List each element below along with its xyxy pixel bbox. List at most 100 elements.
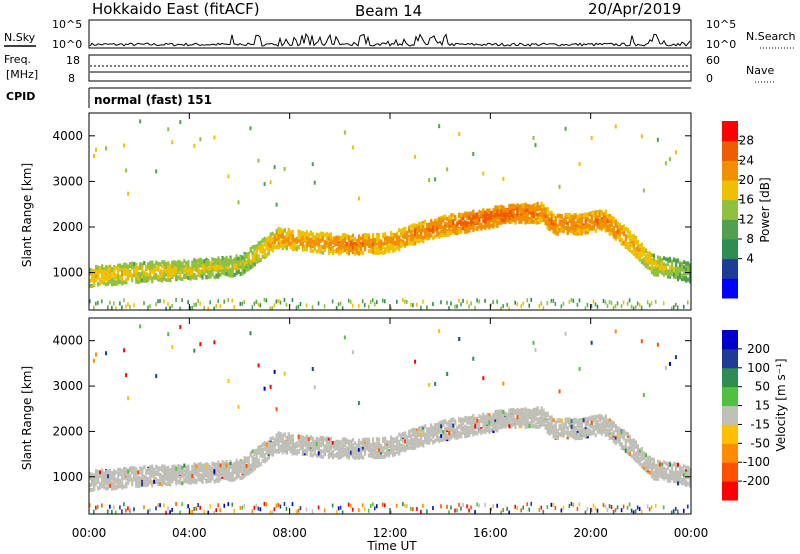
power-cell bbox=[590, 225, 593, 230]
power-cell bbox=[365, 240, 369, 245]
power-cell bbox=[566, 221, 569, 226]
power-cell bbox=[576, 218, 579, 223]
velocity-cell bbox=[141, 482, 144, 487]
velocity-cell bbox=[273, 442, 276, 447]
velocity-cell bbox=[309, 436, 312, 441]
velocity-cell bbox=[171, 345, 174, 350]
velocity-cell bbox=[379, 454, 383, 459]
velocity-cell bbox=[387, 444, 391, 449]
power-cell bbox=[454, 304, 456, 309]
velocity-cell bbox=[383, 445, 387, 450]
velocity-cell bbox=[113, 479, 116, 484]
power-cell bbox=[135, 268, 138, 273]
power-cell bbox=[193, 273, 196, 278]
velocity-cell bbox=[115, 510, 117, 515]
power-cell bbox=[115, 281, 118, 286]
power-cell bbox=[169, 277, 172, 282]
power-cell bbox=[177, 275, 180, 280]
power-cell bbox=[345, 245, 349, 250]
power-cell bbox=[203, 261, 206, 266]
velocity-cell bbox=[379, 450, 383, 455]
velocity-cell bbox=[383, 503, 386, 508]
power-cell bbox=[434, 177, 437, 182]
power-cell bbox=[640, 243, 644, 248]
power-cell bbox=[572, 225, 575, 230]
velocity-cell bbox=[151, 469, 154, 474]
velocity-cell bbox=[211, 469, 214, 474]
power-cell bbox=[153, 263, 156, 268]
power-cell bbox=[416, 223, 419, 228]
power-cell bbox=[536, 213, 539, 218]
power-cell bbox=[303, 231, 306, 236]
velocity-cell bbox=[105, 470, 108, 475]
velocity-cell bbox=[89, 476, 92, 481]
velocity-cell bbox=[373, 455, 377, 460]
velocity-cell bbox=[141, 471, 144, 476]
power-cell bbox=[588, 219, 591, 224]
power-cell bbox=[203, 259, 206, 264]
velocity-cell bbox=[369, 452, 373, 457]
velocity-cell bbox=[199, 477, 202, 482]
velocity-cell bbox=[253, 449, 256, 454]
power-cell bbox=[281, 246, 284, 251]
power-cell bbox=[277, 227, 280, 232]
power-cell bbox=[341, 249, 345, 254]
velocity-cell bbox=[153, 467, 156, 472]
power-cell bbox=[123, 271, 126, 276]
power-cell bbox=[684, 261, 688, 266]
power-cell bbox=[570, 223, 573, 228]
power-cell bbox=[211, 265, 214, 270]
power-cell bbox=[516, 206, 519, 211]
velocity-cell bbox=[396, 439, 399, 444]
power-cell bbox=[420, 235, 423, 240]
velocity-cell bbox=[149, 464, 152, 469]
power-cell bbox=[369, 238, 373, 243]
velocity-cell bbox=[149, 475, 152, 480]
velocity-cell bbox=[311, 509, 314, 514]
power-cell bbox=[279, 300, 282, 305]
power-cell bbox=[682, 269, 686, 274]
power-cell bbox=[508, 306, 510, 311]
power-cell bbox=[458, 298, 460, 303]
power-cell bbox=[664, 161, 667, 166]
velocity-cell bbox=[269, 445, 272, 450]
power-cell bbox=[632, 244, 636, 249]
power-cell bbox=[626, 227, 629, 232]
power-cell bbox=[269, 232, 272, 237]
power-cell bbox=[596, 218, 599, 223]
velocity-cell bbox=[390, 444, 393, 449]
power-cell bbox=[211, 262, 214, 267]
power-cell bbox=[291, 240, 294, 245]
power-cell bbox=[239, 261, 242, 266]
velocity-cell bbox=[365, 440, 369, 445]
power-cell bbox=[361, 251, 365, 256]
power-cell bbox=[640, 134, 643, 139]
power-cell bbox=[556, 224, 559, 229]
velocity-cell bbox=[231, 469, 234, 474]
power-cell bbox=[353, 251, 357, 256]
power-cell bbox=[460, 302, 462, 307]
nave-label: Nave bbox=[746, 64, 774, 77]
velocity-cell bbox=[323, 452, 326, 457]
velocity-cell bbox=[269, 384, 272, 389]
power-cell bbox=[273, 235, 276, 240]
power-cell bbox=[546, 219, 549, 224]
power-cell bbox=[420, 233, 423, 238]
power-cell bbox=[343, 243, 347, 248]
power-cell bbox=[450, 216, 453, 221]
velocity-cell bbox=[315, 453, 318, 458]
power-cell bbox=[371, 247, 375, 252]
power-cell bbox=[496, 206, 499, 211]
velocity-cell bbox=[341, 453, 345, 458]
nsky-label: N.Sky bbox=[4, 31, 36, 44]
velocity-cell bbox=[351, 449, 355, 454]
power-cell bbox=[674, 259, 678, 264]
velocity-cell bbox=[239, 469, 242, 474]
power-cell bbox=[424, 232, 427, 237]
velocity-cell bbox=[115, 479, 118, 484]
velocity-cell bbox=[257, 450, 260, 455]
power-cell bbox=[558, 184, 561, 189]
power-cell bbox=[163, 272, 166, 277]
power-cell bbox=[97, 282, 100, 287]
power-cell bbox=[450, 301, 452, 306]
